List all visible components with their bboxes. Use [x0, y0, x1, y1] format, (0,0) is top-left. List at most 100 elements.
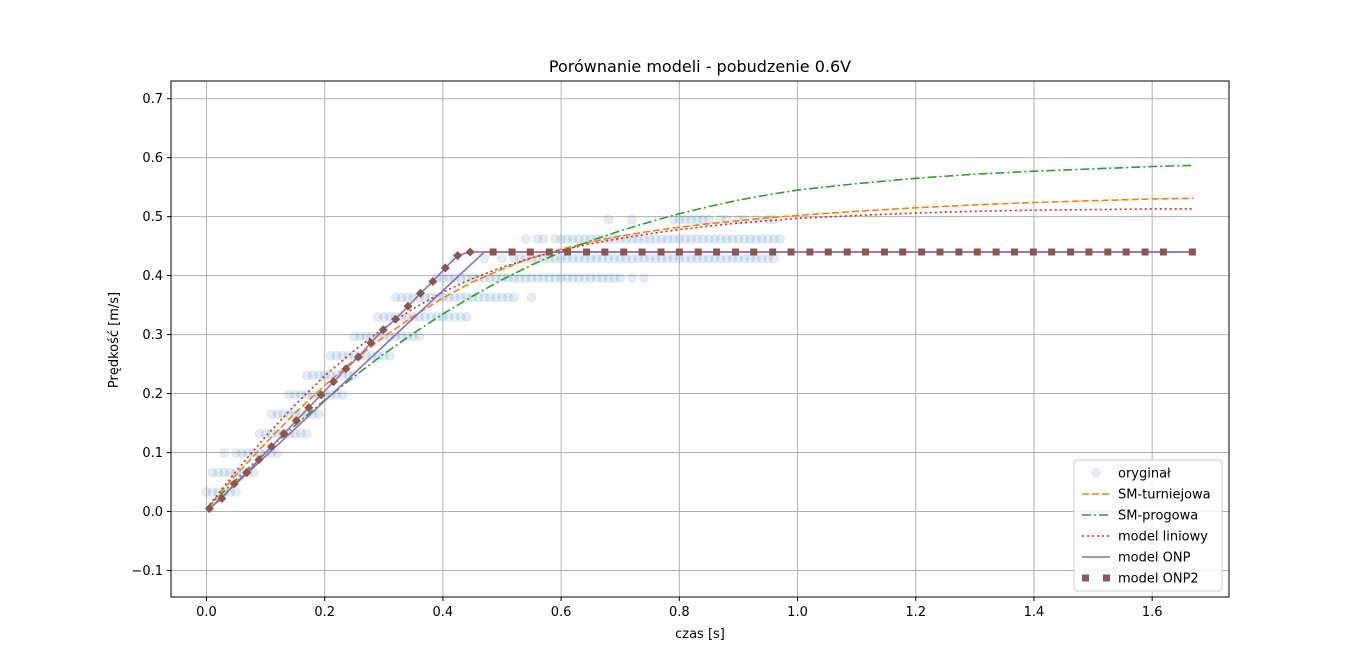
series-line-model-liniowy	[205, 208, 1194, 510]
scatter-point	[591, 272, 602, 283]
y-tick-label: 0.2	[142, 387, 163, 402]
scatter-point	[520, 234, 531, 245]
scatter-point	[662, 253, 673, 264]
x-tick-label: 1.2	[905, 605, 926, 620]
scatter-point	[556, 234, 567, 245]
marker-model-onp2	[1067, 248, 1075, 256]
marker-model-onp2	[992, 248, 1000, 256]
scatter-point	[668, 214, 679, 225]
scatter-point	[378, 311, 389, 322]
legend-entry: model liniowy	[1118, 530, 1208, 545]
marker-model-onp2	[694, 248, 702, 256]
scatter-point	[603, 214, 614, 225]
scatter-point	[449, 292, 460, 303]
marker-model-onp2	[1085, 248, 1093, 256]
scatter-point	[644, 234, 655, 245]
marker-model-onp2	[1010, 248, 1018, 256]
scatter-point	[603, 253, 614, 264]
scatter-point	[544, 272, 555, 283]
scatter-point	[703, 234, 714, 245]
scatter-point	[479, 253, 490, 264]
scatter-point	[384, 350, 395, 361]
scatter-point	[585, 253, 596, 264]
scatter-point	[526, 292, 537, 303]
marker-model-onp2	[973, 248, 981, 256]
marker-model-onp2	[1104, 248, 1112, 256]
scatter-point	[609, 253, 620, 264]
scatter-point	[496, 292, 507, 303]
marker-model-onp2	[465, 247, 475, 257]
scatter-point	[443, 311, 454, 322]
scatter-point	[715, 253, 726, 264]
scatter-point	[390, 292, 401, 303]
scatter-point	[650, 234, 661, 245]
y-tick-label: 0.7	[142, 92, 163, 107]
scatter-point	[615, 253, 626, 264]
scatter-point	[603, 272, 614, 283]
scatter-point	[697, 253, 708, 264]
scatter-point	[207, 487, 218, 498]
y-tick-label: 0.6	[142, 151, 163, 166]
series-line-sm-turniejowa	[205, 197, 1194, 510]
legend-box	[1073, 459, 1223, 592]
scatter-point	[207, 467, 218, 478]
scatter-point	[615, 272, 626, 283]
scatter-point	[727, 234, 738, 245]
x-tick-label: 1.0	[787, 605, 808, 620]
marker-model-onp2	[861, 248, 869, 256]
scatter-point	[307, 370, 318, 381]
marker-model-onp2	[601, 248, 609, 256]
x-tick-label: 1.6	[1142, 605, 1163, 620]
scatter-point	[567, 272, 578, 283]
marker-model-onp2	[254, 455, 264, 465]
scatter-point	[674, 234, 685, 245]
marker-model-onp2	[675, 248, 683, 256]
y-tick-label: 0.3	[142, 328, 163, 343]
marker-model-onp2	[880, 248, 888, 256]
x-tick-label: 0.6	[551, 605, 572, 620]
scatter-point	[496, 253, 507, 264]
scatter-point	[585, 272, 596, 283]
marker-model-onp2	[545, 248, 553, 256]
scatter-point	[408, 331, 419, 342]
y-axis-label: Prędkość [m/s]	[107, 292, 122, 388]
scatter-point	[296, 409, 307, 420]
scatter-point	[703, 214, 714, 225]
scatter-point	[479, 292, 490, 303]
marker-model-onp2	[638, 248, 646, 256]
x-tick-label: 0.8	[669, 605, 690, 620]
scatter-point	[567, 253, 578, 264]
scatter-point	[562, 234, 573, 245]
scatter-point	[278, 409, 289, 420]
scatter-point	[331, 350, 342, 361]
scatter-point	[272, 409, 283, 420]
marker-model-onp2	[657, 248, 665, 256]
scatter-point	[567, 234, 578, 245]
scatter-point	[449, 272, 460, 283]
scatter-point	[550, 272, 561, 283]
legend: oryginał SM-turniejowa SM-progowa model lin…	[1073, 459, 1223, 592]
scatter-point	[739, 234, 750, 245]
marker-model-onp2	[713, 248, 721, 256]
series-line-sm-progowa	[205, 164, 1194, 510]
marker-model-onp2	[453, 251, 463, 261]
scatter-point	[408, 292, 419, 303]
scatter-point	[686, 253, 697, 264]
legend-swatch	[1082, 574, 1089, 582]
scatter-point	[420, 311, 431, 322]
marker-model-onp2	[918, 248, 926, 256]
chart-title: Porównanie modeli - pobudzenie 0.6V	[549, 57, 851, 76]
scatter-point	[692, 214, 703, 225]
scatter-point	[485, 292, 496, 303]
scatter-point	[745, 253, 756, 264]
scatter-point	[674, 214, 685, 225]
scatter-point	[491, 292, 502, 303]
scatter-point	[260, 428, 271, 439]
marker-model-onp2	[955, 248, 963, 256]
scatter-point	[231, 448, 242, 459]
scatter-point	[686, 214, 697, 225]
marker-model-onp2	[564, 248, 572, 256]
scatter-point	[449, 311, 460, 322]
scatter-point	[768, 234, 779, 245]
